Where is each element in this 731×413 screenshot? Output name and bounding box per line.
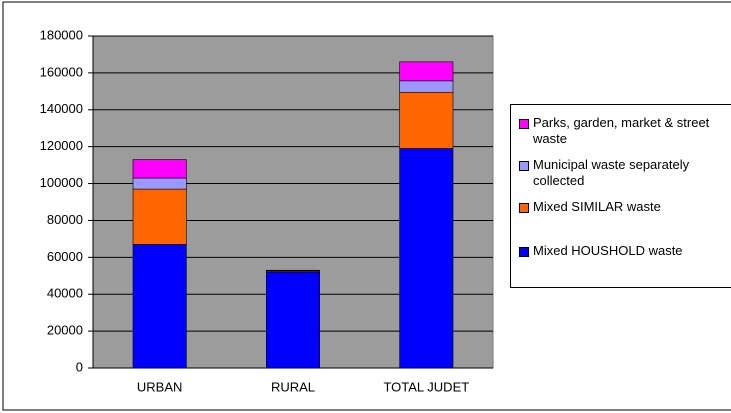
legend: Parks, garden, market & street waste Muni… bbox=[510, 104, 731, 288]
legend-label: Mixed SIMILAR waste bbox=[533, 199, 661, 214]
legend-item: Mixed SIMILAR waste bbox=[519, 199, 729, 215]
bar-segment bbox=[399, 80, 454, 93]
x-tick-label: RURAL bbox=[271, 379, 315, 394]
y-tick-label: 40000 bbox=[47, 286, 83, 301]
bar-segment bbox=[266, 271, 320, 369]
y-tick-label: 0 bbox=[76, 359, 83, 374]
legend-swatch bbox=[519, 161, 529, 171]
y-tick-label: 100000 bbox=[40, 175, 83, 190]
legend-label: Municipal waste separately collected bbox=[533, 157, 690, 188]
legend-swatch bbox=[519, 247, 529, 257]
x-tick-label: TOTAL JUDET bbox=[383, 379, 469, 394]
bar-segment bbox=[266, 269, 320, 272]
bar-segment bbox=[399, 61, 454, 82]
y-tick-label: 140000 bbox=[40, 101, 83, 116]
y-tick-label: 120000 bbox=[40, 138, 83, 153]
y-tick-label: 80000 bbox=[47, 212, 83, 227]
y-tick-label: 20000 bbox=[47, 323, 83, 338]
legend-item: Municipal waste separately collected bbox=[519, 157, 729, 189]
y-tick-label: 60000 bbox=[47, 249, 83, 264]
legend-item: Parks, garden, market & street waste bbox=[519, 115, 729, 147]
bar-segment bbox=[132, 177, 187, 190]
legend-swatch bbox=[519, 119, 529, 129]
bar-segment bbox=[132, 244, 187, 369]
bar-segment bbox=[132, 188, 187, 245]
bar-segment bbox=[132, 159, 187, 179]
bar-segment bbox=[399, 148, 454, 369]
y-tick-label: 180000 bbox=[40, 27, 83, 42]
y-tick-label: 160000 bbox=[40, 64, 83, 79]
legend-item: Mixed HOUSHOLD waste bbox=[519, 243, 729, 259]
legend-label: Parks, garden, market & street waste bbox=[533, 115, 710, 146]
legend-label: Mixed HOUSHOLD waste bbox=[533, 243, 683, 258]
x-tick-label: URBAN bbox=[137, 379, 183, 394]
legend-swatch bbox=[519, 203, 529, 213]
bar-segment bbox=[399, 91, 454, 149]
